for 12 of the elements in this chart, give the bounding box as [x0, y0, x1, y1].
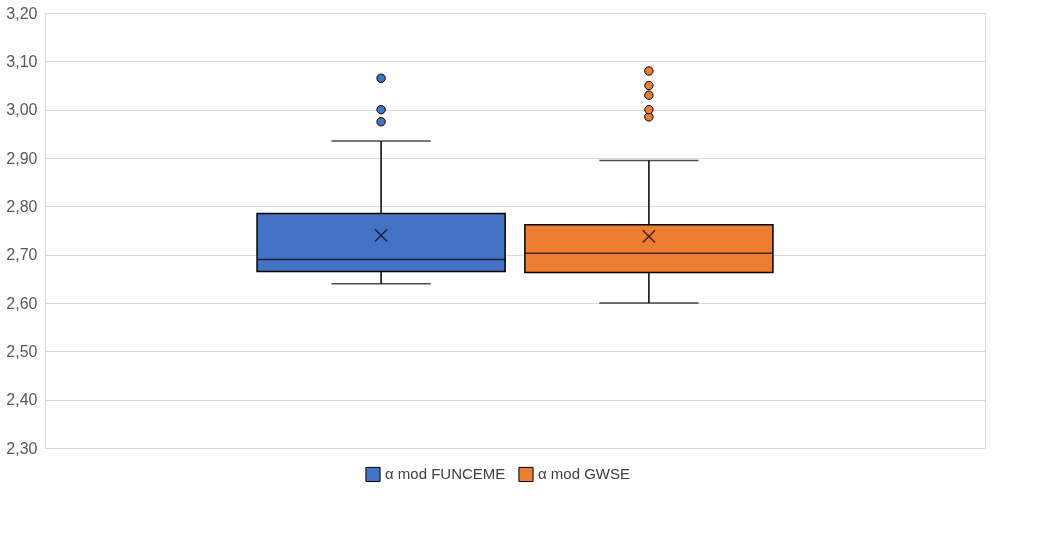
y-tick-label: 3,10: [6, 52, 38, 70]
y-tick-label: 3,00: [6, 101, 38, 119]
y-tick-label: 2,50: [6, 342, 38, 360]
legend-label: α mod GWSE: [538, 465, 631, 483]
y-tick-label: 2,80: [6, 197, 38, 215]
y-tick-label: 2,40: [6, 391, 38, 409]
y-tick-label: 2,70: [6, 246, 38, 264]
y-tick-label: 3,20: [6, 4, 38, 22]
y-tick-label: 2,60: [6, 294, 38, 312]
y-tick-label: 2,90: [6, 149, 38, 167]
legend-label: α mod FUNCEME: [385, 465, 506, 483]
y-tick-label: 2,30: [6, 439, 38, 457]
